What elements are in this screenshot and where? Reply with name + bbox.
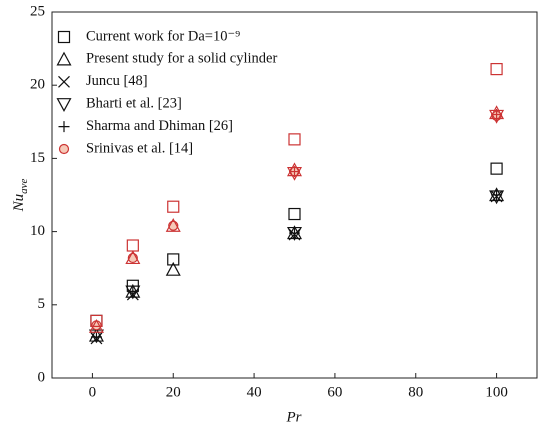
marker-square — [490, 62, 503, 76]
marker-triangle — [88, 319, 104, 333]
marker-square — [167, 253, 180, 266]
legend-label: Current work for Da=10⁻⁹ — [86, 28, 240, 44]
x-tick-label: 0 — [89, 384, 97, 400]
marker-triangle — [125, 250, 141, 265]
y-tick-label: 20 — [30, 77, 45, 93]
marker-square — [167, 200, 180, 213]
marker-plus — [491, 189, 503, 201]
marker-circle — [58, 143, 70, 155]
y-axis-label: Nuave — [11, 178, 29, 212]
y-tick-label: 25 — [30, 3, 45, 19]
marker-triangle — [165, 261, 181, 276]
marker-triangle — [165, 217, 181, 232]
x-tick-label: 20 — [166, 384, 181, 400]
y-label-main: Nu — [11, 194, 27, 213]
marker-square — [288, 207, 301, 221]
plot-frame — [51, 11, 538, 379]
legend-label: Present study for a solid cylinder — [86, 51, 277, 67]
y-label-sub: ave — [18, 178, 30, 193]
x-tick-label: 60 — [327, 384, 342, 400]
marker-square — [288, 133, 301, 146]
marker-plus — [491, 108, 503, 120]
marker-square — [90, 314, 103, 328]
marker-plus — [289, 227, 300, 239]
x-axis-label: Pr — [286, 409, 302, 425]
x-tick-label: 80 — [408, 384, 423, 400]
marker-triangle — [56, 51, 72, 66]
y-tick-label: 15 — [30, 150, 45, 166]
x-tick-label: 100 — [485, 384, 508, 400]
y-tick-label: 5 — [38, 296, 46, 312]
marker-cross — [58, 75, 70, 88]
marker-square — [57, 30, 71, 44]
marker-plus — [127, 286, 139, 298]
legend-label: Bharti et al. [23] — [86, 96, 182, 112]
legend: Current work for Da=10⁻⁹ Present study fo… — [56, 28, 277, 156]
marker-square — [490, 162, 503, 175]
marker-plus — [90, 331, 102, 343]
legend-label: Srinivas et al. [14] — [86, 140, 193, 156]
legend-label: Sharma and Dhiman [26] — [86, 118, 233, 134]
x-tick-label: 40 — [247, 384, 262, 400]
marker-nabla — [56, 98, 72, 112]
y-tick-label: 0 — [38, 369, 46, 385]
legend-label: Juncu [48] — [86, 73, 148, 89]
marker-plus — [289, 166, 300, 178]
y-tick-label: 10 — [30, 223, 45, 239]
marker-plus — [58, 121, 70, 133]
marker-square — [126, 239, 139, 252]
